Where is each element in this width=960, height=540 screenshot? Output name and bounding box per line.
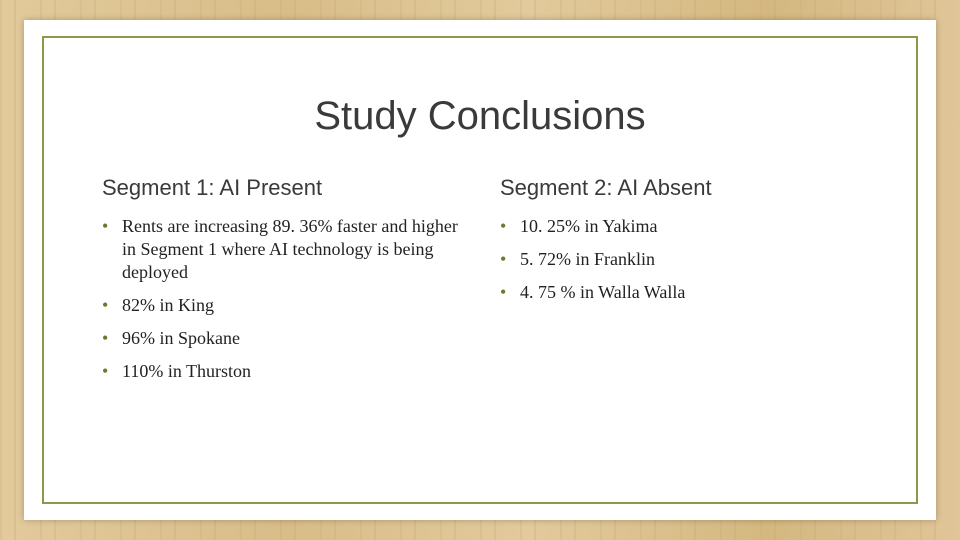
- list-item: 82% in King: [102, 294, 460, 317]
- column-2: Segment 2: AI Absent 10. 25% in Yakima 5…: [500, 175, 858, 393]
- list-item: 110% in Thurston: [102, 360, 460, 383]
- column-2-list: 10. 25% in Yakima 5. 72% in Franklin 4. …: [500, 215, 858, 304]
- list-item: Rents are increasing 89. 36% faster and …: [102, 215, 460, 284]
- column-1-heading: Segment 1: AI Present: [102, 175, 460, 201]
- list-item: 10. 25% in Yakima: [500, 215, 858, 238]
- list-item: 4. 75 % in Walla Walla: [500, 281, 858, 304]
- column-1: Segment 1: AI Present Rents are increasi…: [102, 175, 460, 393]
- slide-title: Study Conclusions: [102, 94, 858, 139]
- list-item: 96% in Spokane: [102, 327, 460, 350]
- list-item: 5. 72% in Franklin: [500, 248, 858, 271]
- column-1-list: Rents are increasing 89. 36% faster and …: [102, 215, 460, 383]
- columns: Segment 1: AI Present Rents are increasi…: [102, 175, 858, 393]
- slide-content: Study Conclusions Segment 1: AI Present …: [42, 36, 918, 504]
- slide: Study Conclusions Segment 1: AI Present …: [24, 20, 936, 520]
- column-2-heading: Segment 2: AI Absent: [500, 175, 858, 201]
